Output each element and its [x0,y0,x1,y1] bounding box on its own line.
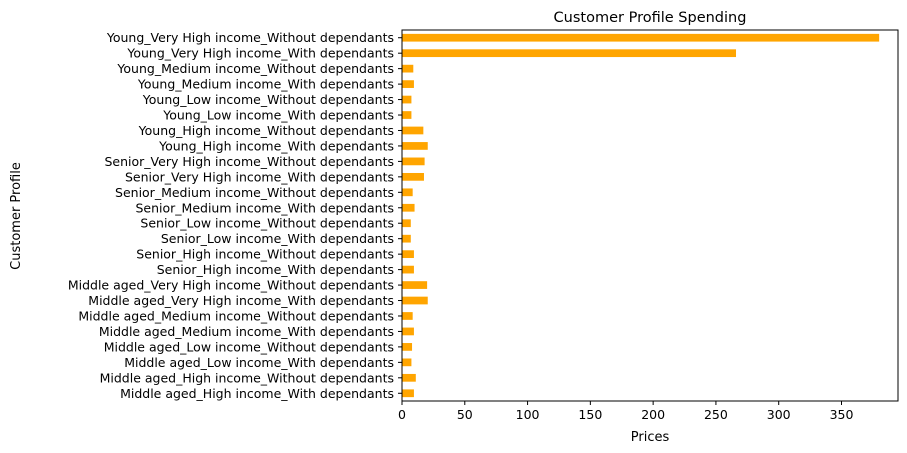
x-tick-label: 350 [830,407,854,422]
bar [402,64,414,73]
x-tick-label: 0 [398,407,406,422]
bar [402,358,412,367]
bars [402,33,880,398]
x-tick-label: 300 [767,407,791,422]
x-tick-label: 150 [578,407,602,422]
bar [402,172,424,181]
bar [402,389,414,398]
bar [402,250,414,259]
y-tick-label: Middle aged_Low income_With dependants [124,355,394,370]
y-tick-label: Senior_High income_Without dependants [136,247,394,262]
y-axis-title: Customer Profile [9,162,24,270]
bar [402,203,415,212]
y-tick-label: Middle aged_High income_Without dependan… [100,370,394,385]
bar [402,95,412,104]
y-tick-label: Middle aged_Very High income_Without dep… [68,278,394,293]
y-tick-label: Young_Very High income_With dependants [126,46,394,61]
y-tick-label: Senior_Low income_Without dependants [140,216,394,231]
bar [402,265,414,274]
chart-title: Customer Profile Spending [554,10,747,26]
bar [402,312,413,320]
bar [402,327,414,336]
y-tick-label: Young_Medium income_With dependants [137,77,394,92]
y-tick-label: Young_Low income_With dependants [162,108,394,123]
y-tick-label: Senior_High income_With dependants [157,262,394,277]
x-axis-title: Prices [631,430,670,445]
y-tick-label: Middle aged_Very High income_With depend… [88,293,394,308]
bar [402,219,411,228]
bar [402,49,737,58]
bar [402,111,412,119]
bar [402,142,428,150]
y-tick-label: Middle aged_High income_With dependants [120,386,394,401]
x-tick-label: 50 [457,407,473,422]
bar [402,343,413,351]
bar [402,281,428,289]
plot-area [401,29,899,402]
bar [402,33,880,42]
y-tick-label: Senior_Medium income_Without dependants [115,185,394,200]
plot-frame [401,29,899,402]
x-axis: 0 50 100 150 200 250 300 350 [398,401,853,422]
y-tick-label: Senior_Very High income_With dependants [125,169,394,184]
y-tick-label: Middle aged_Medium income_With dependant… [99,324,394,339]
bar [402,234,411,243]
y-tick-label: Middle aged_Low income_Without dependant… [104,339,394,354]
x-tick-label: 250 [704,407,728,422]
bar [402,126,424,135]
y-tick-label: Young_Low income_Without dependants [142,92,394,107]
bar [402,373,416,382]
x-tick-label: 100 [516,407,540,422]
bar [402,188,413,197]
y-tick-label: Senior_Medium income_With dependants [135,200,394,215]
y-tick-label: Young_Medium income_Without dependants [116,61,394,76]
y-tick-label: Young_High income_With dependants [158,138,394,153]
bar [402,80,414,88]
y-tick-label: Young_High income_Without dependants [138,123,394,138]
y-tick-label: Middle aged_Medium income_Without depend… [78,308,394,323]
y-tick-label: Senior_Low income_With dependants [161,231,394,246]
y-tick-label: Young_Very High income_Without dependant… [106,30,394,45]
x-tick-label: 200 [641,407,665,422]
bar [402,157,425,166]
bar [402,296,428,305]
y-tick-label: Senior_Very High income_Without dependan… [104,154,394,169]
y-axis: Middle aged_High income_With dependantsM… [68,30,402,401]
